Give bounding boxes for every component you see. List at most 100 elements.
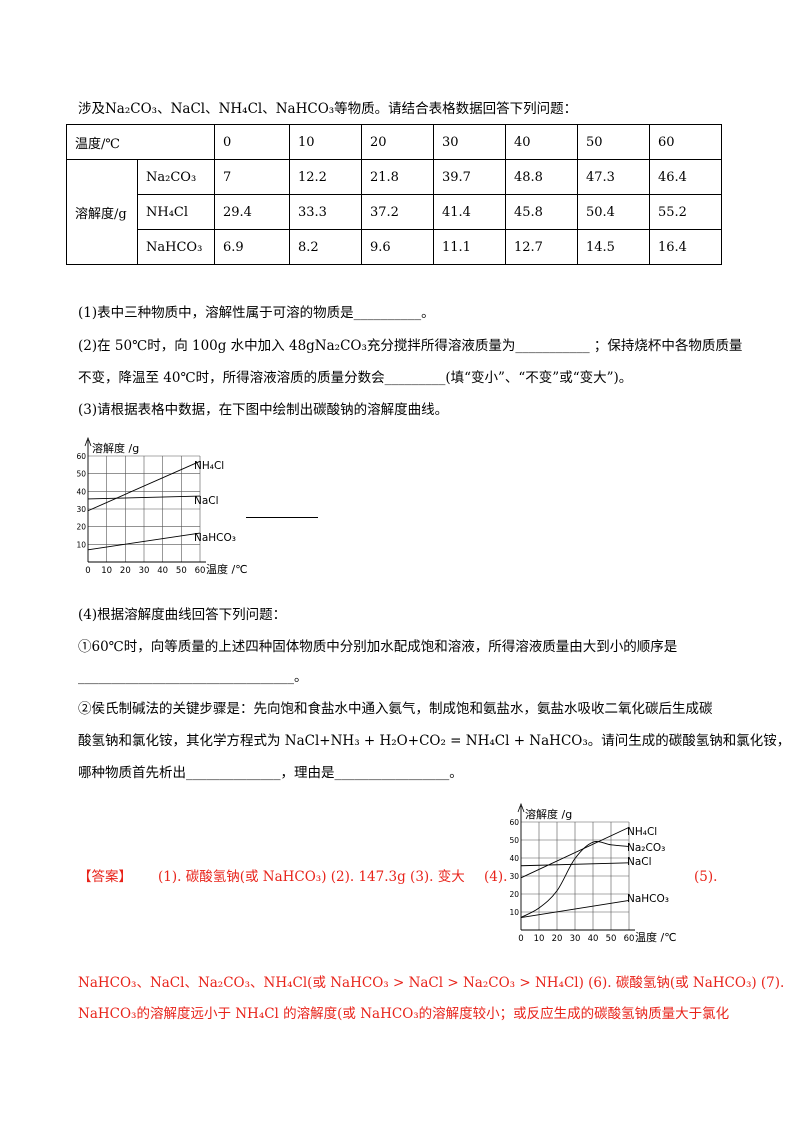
question-4: (4)根据溶解度曲线回答下列问题： [78, 607, 287, 623]
table-header-row: 温度/℃ 0 10 20 30 40 50 60 [66, 124, 722, 160]
table-group-label: 溶解度/g [66, 159, 138, 265]
series-line [87, 460, 201, 512]
x-tick-label: 40 [157, 566, 168, 576]
x-tick-label: 60 [195, 566, 206, 576]
y-tick-label: 50 [76, 470, 86, 479]
table-cell: 48.8 [505, 159, 578, 195]
series-label: NaHCO₃ [627, 893, 669, 905]
series-label: NH₄Cl [194, 460, 224, 472]
y-axis-arrow [84, 436, 92, 447]
y-axis-arrow [517, 802, 525, 813]
question-2-line-2: 不变，降温至 40℃时，所得溶液溶质的质量分数会_________(填“变小”、… [78, 370, 633, 386]
table-cell: 16.4 [649, 229, 722, 265]
y-tick-label: 10 [509, 908, 519, 917]
table-row: NH₄Cl 29.4 33.3 37.2 41.4 45.8 50.4 55.2 [67, 194, 722, 230]
question-4-2-line-1: ②侯氏制碱法的关键步骤是：先向饱和食盐水中通入氨气，制成饱和氨盐水，氨盐水吸收二… [78, 701, 713, 717]
table-cell: 55.2 [649, 194, 722, 230]
x-tick-label: 20 [120, 566, 131, 576]
table-cell: 37.2 [361, 194, 434, 230]
series-line [520, 862, 630, 867]
table-cell: 14.5 [577, 229, 650, 265]
series-line [520, 826, 630, 879]
y-tick-label: 30 [76, 505, 86, 514]
table-cell: 9.6 [361, 229, 434, 265]
x-tick-label: 20 [552, 934, 563, 944]
question-4-1-line-2: ________________________________。 [78, 669, 308, 685]
y-tick-label: 40 [76, 487, 86, 496]
solubility-table: 温度/℃ 0 10 20 30 40 50 60 溶解度/g Na₂CO₃ 7 … [66, 124, 722, 265]
table-temp: 10 [289, 124, 362, 160]
table-row-name: NH₄Cl [137, 194, 215, 230]
table-cell: 47.3 [577, 159, 650, 195]
table-temp: 40 [505, 124, 578, 160]
question-4-2-line-3: 哪种物质首先析出______________，理由是______________… [78, 765, 463, 781]
table-cell: 11.1 [433, 229, 506, 265]
answer-part-5: (5). [694, 869, 718, 885]
y-tick-label: 10 [76, 540, 86, 549]
intro-text: 涉及Na₂CO₃、NaCl、NH₄Cl、NaHCO₃等物质。请结合表格数据回答下… [78, 101, 578, 117]
table-row-name: NaHCO₃ [137, 229, 215, 265]
question-1: (1)表中三种物质中，溶解性属于可溶的物质是__________。 [78, 305, 435, 321]
series-line [87, 495, 201, 500]
y-axis-label: 溶解度 /g [92, 441, 139, 455]
x-tick-label: 10 [534, 934, 545, 944]
question-3: (3)请根据表格中数据，在下图中绘制出碳酸钠的溶解度曲线。 [78, 402, 449, 418]
x-tick-label: 60 [624, 934, 635, 944]
answer-part-4: (4). [484, 869, 508, 885]
x-tick-label: 0 [518, 934, 523, 944]
series-label: NaCl [627, 856, 652, 868]
table-header-label: 温度/℃ [66, 124, 215, 160]
series-line [520, 841, 630, 918]
answer-line-2: NaHCO₃、NaCl、Na₂CO₃、NH₄Cl(或 NaHCO₃ > NaCl… [78, 975, 785, 991]
table-cell: 12.7 [505, 229, 578, 265]
table-row: 溶解度/g Na₂CO₃ 7 12.2 21.8 39.7 48.8 47.3 … [66, 159, 722, 265]
series-label: NaCl [194, 495, 219, 507]
y-tick-label: 50 [509, 836, 519, 845]
table-temp: 20 [361, 124, 434, 160]
table-temp: 60 [649, 124, 722, 160]
table-cell: 45.8 [505, 194, 578, 230]
series-label: NH₄Cl [627, 826, 657, 838]
series-label: Na₂CO₃ [627, 842, 665, 854]
x-tick-label: 50 [176, 566, 187, 576]
question-4-2-line-2: 酸氢钠和氯化铵，其化学方程式为 NaCl+NH₃ + H₂O+CO₂ = NH₄… [78, 733, 791, 749]
question-2-line-1: (2)在 50℃时，向 100g 水中加入 48gNa₂CO₃充分搅拌所得溶液质… [78, 338, 743, 354]
table-cell: 6.9 [214, 229, 290, 265]
table-cell: 7 [214, 159, 290, 195]
table-cell: 8.2 [289, 229, 362, 265]
y-tick-label: 20 [76, 523, 86, 532]
table-cell: 50.4 [577, 194, 650, 230]
answer-tag: 【答案】 [78, 869, 132, 885]
table-cell: 46.4 [649, 159, 722, 195]
question-4-1-line-1: ①60℃时，向等质量的上述四种固体物质中分别加水配成饱和溶液，所得溶液质量由大到… [78, 639, 678, 655]
table-row: NaHCO₃ 6.9 8.2 9.6 11.1 12.7 14.5 16.4 [67, 229, 722, 265]
x-tick-label: 10 [101, 566, 112, 576]
x-tick-label: 30 [139, 566, 150, 576]
series-label: NaHCO₃ [194, 532, 236, 544]
table-temp: 0 [214, 124, 290, 160]
y-tick-label: 40 [509, 854, 519, 863]
x-tick-label: 0 [85, 566, 90, 576]
answer-blank-line [246, 517, 318, 518]
table-cell: 21.8 [361, 159, 434, 195]
y-tick-label: 60 [76, 452, 86, 461]
y-tick-label: 20 [509, 890, 519, 899]
table-cell: 33.3 [289, 194, 362, 230]
table-cell: 41.4 [433, 194, 506, 230]
x-axis-label: 温度 /℃ [635, 930, 677, 944]
table-temp: 50 [577, 124, 650, 160]
y-tick-label: 60 [509, 818, 519, 827]
answer-line-3: NaHCO₃的溶解度远小于 NH₄Cl 的溶解度(或 NaHCO₃的溶解度较小；… [78, 1006, 730, 1022]
series-line [520, 900, 630, 919]
x-axis-label: 温度 /℃ [206, 562, 248, 576]
table-cell: 39.7 [433, 159, 506, 195]
table-cell: 12.2 [289, 159, 362, 195]
x-tick-label: 30 [570, 934, 581, 944]
series-line [87, 532, 201, 551]
table-row-name: Na₂CO₃ [137, 159, 215, 195]
answer-text: (1). 碳酸氢钠(或 NaHCO₃) (2). 147.3g (3). 变大 [158, 869, 465, 885]
table-cell: 29.4 [214, 194, 290, 230]
table-temp: 30 [433, 124, 506, 160]
